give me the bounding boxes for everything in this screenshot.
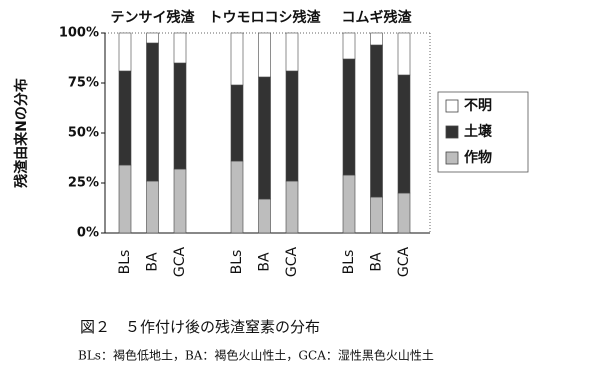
x-tick-label: BA: [369, 252, 385, 272]
x-tick-label: BLs: [341, 250, 357, 275]
x-tick-label: GCA: [396, 246, 412, 277]
x-tick-label: GCA: [172, 246, 188, 277]
bar-segment: [258, 32, 271, 78]
bar-segment: [173, 32, 187, 64]
bar-segment: [370, 196, 383, 234]
y-tick-label: 50%: [68, 126, 99, 141]
bar-segment: [342, 174, 356, 234]
bar-segment: [118, 164, 132, 234]
bar-segment: [258, 76, 271, 200]
bar-segment: [118, 32, 132, 72]
bar-segment: [342, 58, 356, 176]
bar-segment: [230, 160, 244, 234]
group-label: コムギ残渣: [342, 9, 413, 26]
bar-segment: [173, 168, 187, 234]
x-tick-label: BA: [145, 252, 161, 272]
x-tick-label: BLs: [117, 250, 133, 275]
y-tick-label: 75%: [68, 76, 99, 91]
group-label: テンサイ残渣: [111, 9, 196, 26]
legend-swatch: [445, 125, 459, 139]
bar-segment: [285, 70, 299, 182]
bar-segment: [118, 70, 132, 166]
x-tick-label: BA: [257, 252, 273, 272]
bar-segment: [285, 32, 299, 72]
legend-label: 土壌: [464, 123, 493, 140]
bar-segment: [397, 74, 411, 194]
bar-segment: [146, 180, 159, 234]
legend-swatch: [445, 151, 459, 165]
bar-segment: [397, 192, 411, 234]
bar-segment: [146, 32, 159, 44]
bar-segment: [258, 198, 271, 234]
legend-label: 作物: [464, 149, 492, 166]
y-axis-label: 残渣由来Nの分布: [13, 78, 30, 188]
y-tick-label: 0%: [77, 226, 99, 241]
group-label: トウモロコシ残渣: [209, 9, 322, 26]
bar-segment: [173, 62, 187, 170]
bar-segment: [370, 44, 383, 198]
bar-segment: [370, 32, 383, 46]
bar-segment: [397, 32, 411, 76]
bar-segment: [230, 32, 244, 86]
y-tick-label: 25%: [68, 176, 99, 191]
caption: 図２ ５作付け後の残渣窒素の分布: [80, 318, 320, 336]
note: BLs：褐色低地土，BA：褐色火山性土，GCA：湿性黒色火山性土: [78, 348, 434, 363]
legend-swatch: [445, 99, 459, 113]
bar-segment: [285, 180, 299, 234]
bar-segment: [230, 84, 244, 162]
bar-segment: [342, 32, 356, 60]
x-tick-label: GCA: [284, 246, 300, 277]
bar-segment: [146, 42, 159, 182]
x-tick-label: BLs: [229, 250, 245, 275]
y-tick-label: 100%: [59, 26, 99, 41]
legend-label: 不明: [464, 98, 492, 114]
